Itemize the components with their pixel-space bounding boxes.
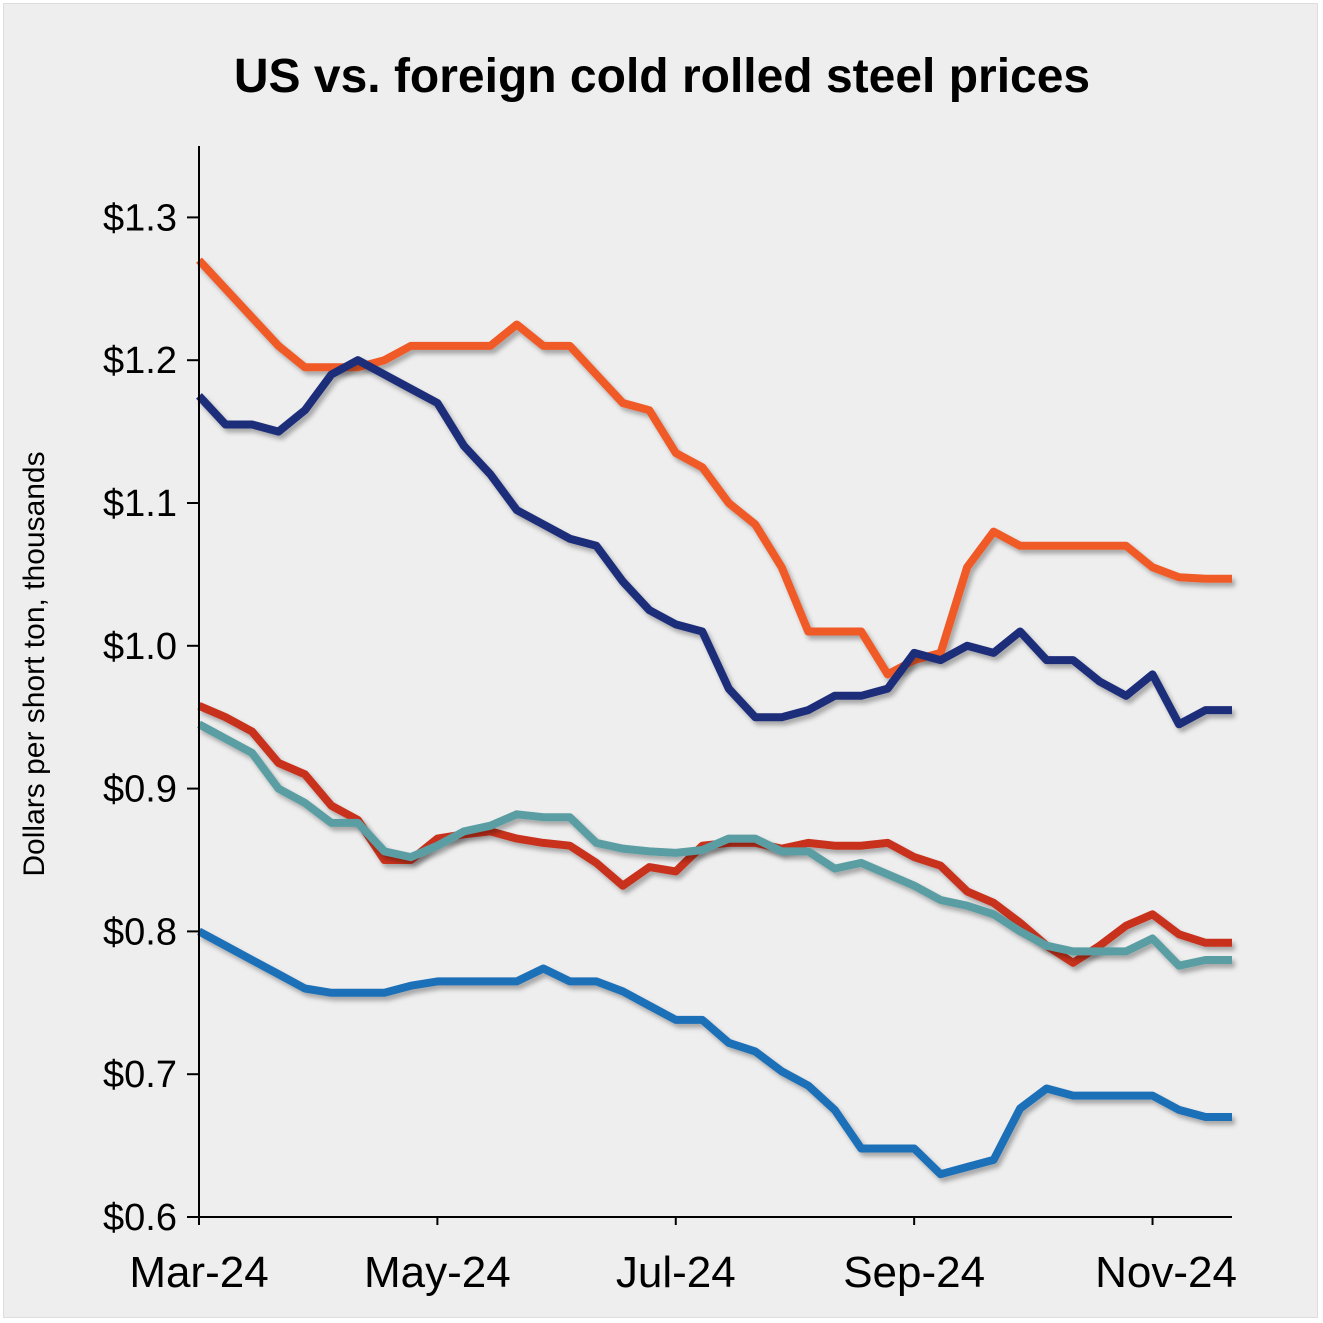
x-axis-ticks: Mar-24 May-24 Jul-24 Sep-24 Nov-24 (129, 1217, 1237, 1297)
y-tick-label: $1.2 (103, 340, 177, 382)
y-tick-label: $1.1 (103, 483, 177, 525)
x-tick-label: May-24 (364, 1248, 511, 1297)
x-tick-label: Mar-24 (129, 1248, 268, 1297)
y-axis-label: Dollars per short ton, thousands (18, 451, 51, 876)
series-line-1 (196, 356, 1232, 729)
y-tick-label: $0.6 (103, 1197, 177, 1239)
series-line-0 (196, 257, 1232, 679)
y-tick-label: $0.8 (103, 911, 177, 953)
series-line-4 (197, 927, 1232, 1179)
y-tick-label: $1.0 (103, 626, 177, 668)
series-line-3 (197, 720, 1232, 970)
chart-title: US vs. foreign cold rolled steel prices (234, 50, 1090, 103)
y-axis-ticks: $1.3 $1.2 $1.1 $1.0 $0.9 $0.8 $0.7 $0.6 (103, 197, 199, 1239)
x-tick-label: Nov-24 (1095, 1248, 1237, 1297)
y-tick-label: $0.7 (103, 1054, 177, 1096)
series-line-2 (197, 702, 1232, 967)
x-tick-label: Sep-24 (843, 1248, 985, 1297)
y-tick-label: $0.9 (103, 769, 177, 811)
y-tick-label: $1.3 (103, 197, 177, 239)
line-chart: US vs. foreign cold rolled steel prices … (18, 50, 1237, 1297)
series-lines (196, 257, 1232, 1179)
chart-frame: US vs. foreign cold rolled steel prices … (3, 3, 1318, 1318)
x-tick-label: Jul-24 (616, 1248, 736, 1297)
